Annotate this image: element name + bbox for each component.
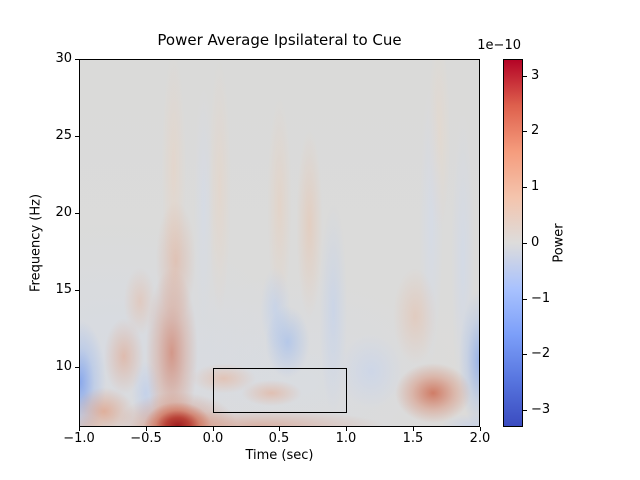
colorbar-gradient [503,59,523,427]
y-tick-label: 15 [55,282,72,297]
y-tick-label: 30 [55,51,72,66]
colorbar-label: Power [551,223,567,263]
colorbar-tick-label: 3 [531,68,540,83]
x-tick-mark [346,427,347,431]
colorbar-tick-label: 1 [531,179,540,194]
x-tick-label: −1.0 [63,431,95,446]
y-tick-mark [75,136,79,137]
y-tick-mark [75,59,79,60]
x-tick-label: 1.5 [402,431,424,446]
colorbar-tick-label: 2 [531,123,540,138]
x-tick-label: 2.0 [469,431,491,446]
colorbar-tick-label: −1 [531,291,551,306]
y-tick-mark [75,290,79,291]
colorbar-tick-mark [523,131,527,132]
colorbar-tick-label: −2 [531,346,551,361]
time-frequency-heatmap [79,59,480,427]
colorbar-tick-label: 0 [531,235,540,250]
annotation-rectangle [213,368,347,413]
x-tick-mark [79,427,80,431]
colorbar-tick-mark [523,76,527,77]
y-tick-label: 20 [55,205,72,220]
x-axis-label: Time (sec) [245,448,314,463]
y-tick-mark [75,213,79,214]
colorbar-tick-mark [523,243,527,244]
x-tick-label: 0.0 [202,431,224,446]
x-tick-label: 0.5 [268,431,290,446]
colorbar-tick-mark [523,187,527,188]
x-tick-mark [480,427,481,431]
x-tick-mark [413,427,414,431]
x-tick-mark [146,427,147,431]
colorbar-tick-mark [523,410,527,411]
y-tick-mark [75,367,79,368]
colorbar-tick-mark [523,299,527,300]
x-tick-label: 1.0 [335,431,357,446]
y-tick-label: 10 [55,359,72,374]
x-tick-label: −0.5 [130,431,162,446]
colorbar-tick-label: −3 [531,402,551,417]
x-tick-mark [213,427,214,431]
colorbar-offset-text: 1e−10 [477,38,521,53]
y-tick-label: 25 [55,128,72,143]
colorbar-tick-mark [523,354,527,355]
x-tick-mark [279,427,280,431]
plot-title: Power Average Ipsilateral to Cue [157,31,402,49]
